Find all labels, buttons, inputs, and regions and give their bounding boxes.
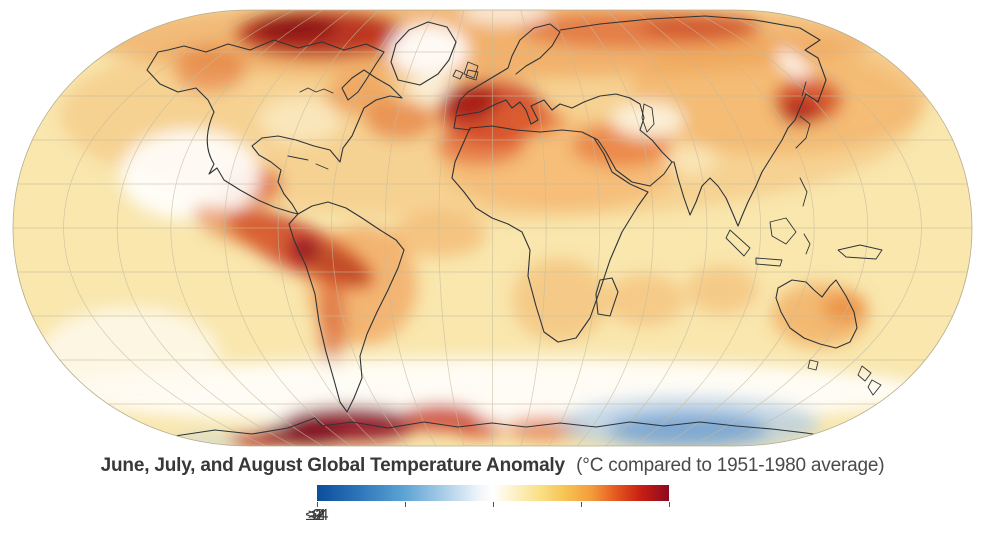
colorbar-tickmark: [669, 502, 670, 507]
figure-caption: June, July, and August Global Temperatur…: [0, 453, 985, 479]
colorbar-gradient: [317, 485, 669, 501]
colorbar-tickmark: [405, 502, 406, 507]
world-map: [12, 9, 973, 447]
colorbar: ≤-4 -2 0 2 ≥4: [305, 485, 670, 530]
graticule: [13, 10, 972, 446]
colorbar-label-pos2: 2: [312, 507, 322, 524]
colorbar-label-min: ≤-4: [305, 507, 329, 524]
caption-subtitle: (°C compared to 1951-1980 average): [576, 455, 885, 476]
coastlines: [146, 15, 883, 439]
colorbar-tickmark: [493, 502, 494, 507]
colorbar-label-max: ≥4: [308, 507, 326, 524]
colorbar-tickmark: [317, 502, 318, 507]
colorbar-tickmark: [581, 502, 582, 507]
colorbar-label-zero: 0: [312, 507, 322, 524]
caption-title: June, July, and August Global Temperatur…: [100, 455, 565, 476]
colorbar-label-neg2: -2: [309, 507, 325, 524]
map-outline: [12, 9, 973, 447]
